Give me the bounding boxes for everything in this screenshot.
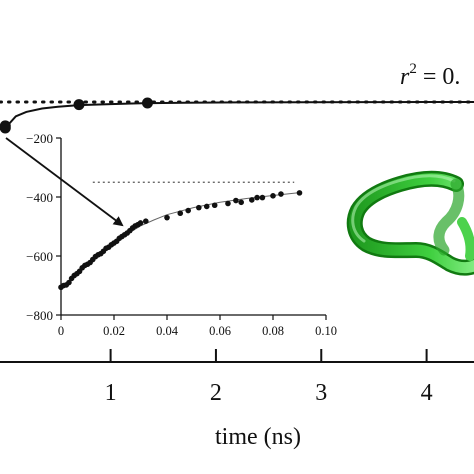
main-x-tick-label: 3 [315,380,327,406]
main-data-points [0,97,153,134]
inset-x-tick-label: 0.06 [209,324,231,338]
inset-data-point [270,193,276,199]
r-squared-exponent: 2 [409,61,417,77]
inset-x-tick-label: 0 [58,324,64,338]
inset-data-point [233,197,239,204]
main-x-ticks: 1 2 3 4 [105,349,433,406]
main-plot: 1 2 3 4 time (ns) [0,97,474,450]
inset-data-point [296,190,303,196]
inset-data-point [278,191,284,197]
main-x-axis-label: time (ns) [215,424,301,450]
inset-data-point [225,200,231,207]
inset-background [61,131,332,316]
inset-data-point [66,279,72,286]
inset-x-tick-label: 0.10 [315,324,337,338]
inset-x-tick-label: 0.04 [156,324,179,338]
inset-y-tick-label: −600 [26,249,53,264]
main-data-point [0,120,11,132]
main-data-point [141,97,153,109]
inset-data-point [211,202,218,209]
r-squared-value: = 0. [417,64,461,90]
r-symbol: r [400,64,410,90]
inset-data-point [143,218,149,224]
inset-x-tick-label: 0.02 [103,324,125,338]
r-squared-annotation: r2 = 0. [400,61,460,90]
inset-data-point [249,197,255,203]
inset-data-points [58,190,303,291]
inset-data-point [137,220,144,226]
inset-x-ticks: 0 0.02 0.04 0.06 0.08 0.10 [58,315,337,338]
main-data-point [73,99,85,111]
inset-data-point [238,199,244,206]
inset-y-tick-label: −200 [26,131,53,146]
main-x-tick-label: 1 [105,380,117,406]
inset-y-tick-label: −800 [26,308,53,323]
main-fit-curve [4,101,474,129]
inset-data-point [254,194,260,201]
inset-y-ticks: −800 −600 −400 −200 [26,131,61,323]
inset-plot: 0 0.02 0.04 0.06 0.08 0.10 −800 −600 −400 −200 [26,131,337,338]
inset-data-point [203,203,210,210]
main-x-tick-label: 2 [210,380,222,406]
inset-data-point [259,194,266,201]
main-x-tick-label: 4 [421,380,433,406]
inset-data-point [164,214,170,221]
inset-data-point [185,207,191,214]
protein-structure-image [346,170,474,276]
zoom-arrow [5,137,124,227]
inset-data-point [196,204,202,211]
inset-y-tick-label: −400 [26,190,53,205]
inset-data-point [177,210,184,217]
inset-x-tick-label: 0.08 [262,324,284,338]
